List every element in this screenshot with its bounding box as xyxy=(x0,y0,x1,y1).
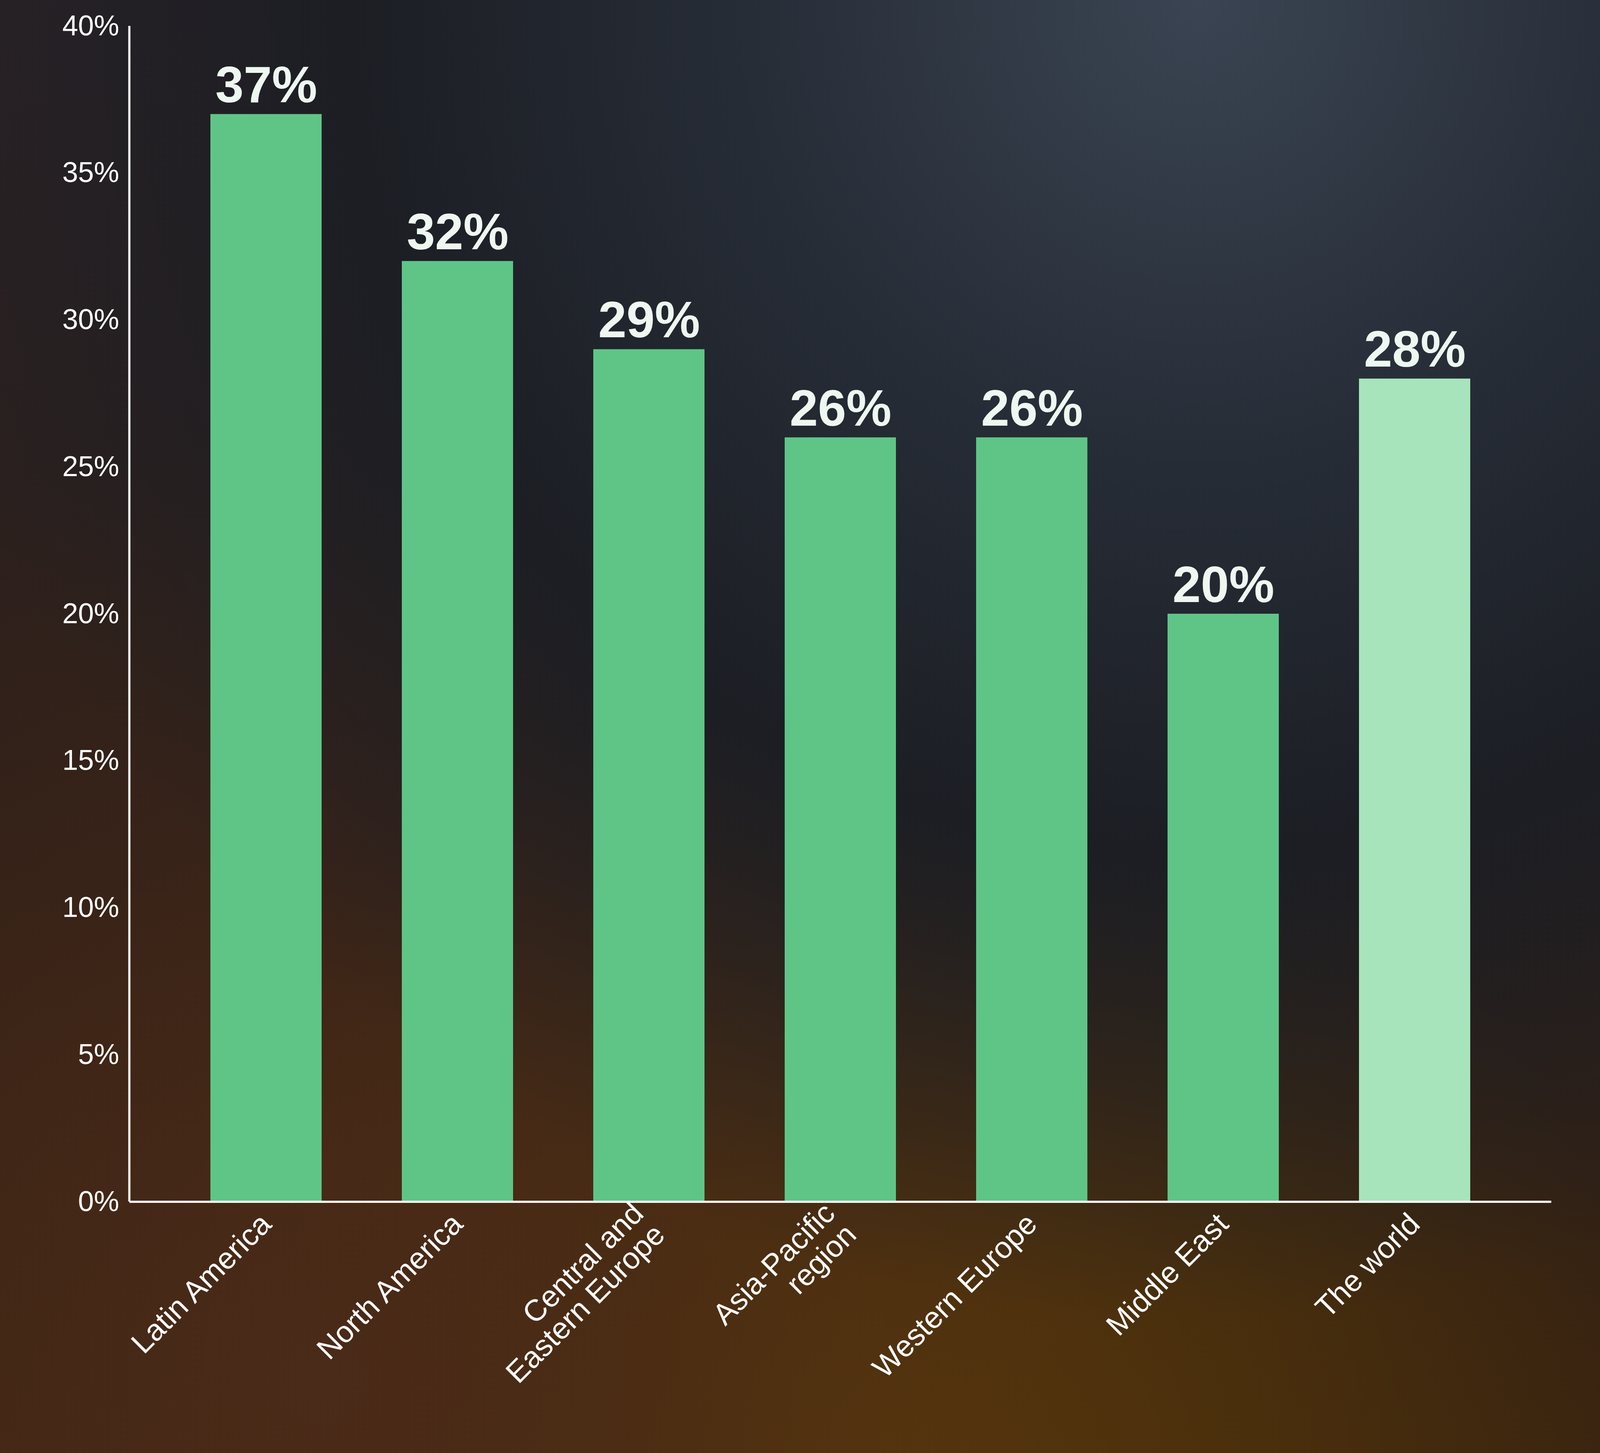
svg-text:28%: 28% xyxy=(1363,320,1466,378)
svg-text:20%: 20% xyxy=(1172,555,1275,613)
svg-text:15%: 15% xyxy=(62,743,119,776)
svg-text:40%: 40% xyxy=(62,9,119,42)
svg-text:Asia-Pacificregion: Asia-Pacificregion xyxy=(705,1195,863,1353)
svg-text:Latin America: Latin America xyxy=(124,1206,278,1360)
svg-text:26%: 26% xyxy=(980,379,1083,437)
svg-text:20%: 20% xyxy=(62,597,119,630)
svg-text:30%: 30% xyxy=(62,303,119,336)
svg-text:35%: 35% xyxy=(62,156,119,188)
svg-text:5%: 5% xyxy=(78,1037,119,1070)
svg-text:10%: 10% xyxy=(62,890,119,923)
svg-text:Western Europe: Western Europe xyxy=(865,1206,1044,1384)
svg-text:Central andEastern Europe: Central andEastern Europe xyxy=(477,1195,672,1390)
svg-text:North America: North America xyxy=(309,1206,470,1366)
svg-text:0%: 0% xyxy=(78,1184,119,1217)
svg-text:25%: 25% xyxy=(62,450,119,483)
svg-text:Middle East: Middle East xyxy=(1099,1206,1235,1342)
svg-text:26%: 26% xyxy=(789,379,892,437)
svg-text:32%: 32% xyxy=(406,203,509,260)
svg-text:37%: 37% xyxy=(215,56,317,113)
svg-text:29%: 29% xyxy=(598,291,700,348)
svg-text:The world: The world xyxy=(1308,1206,1426,1324)
